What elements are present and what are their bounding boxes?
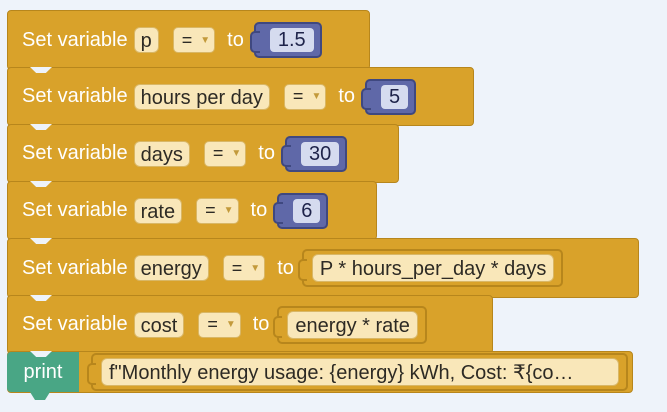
dropdown-caret-icon: ▼ [231, 148, 242, 159]
set-variable-label: Set variable [22, 85, 128, 107]
expression-block[interactable]: P * hours_per_day * days [297, 249, 564, 287]
number-field[interactable]: 6 [293, 198, 321, 223]
to-label: to [250, 199, 268, 221]
variable-name-field[interactable]: energy [133, 255, 209, 281]
variable-name-field[interactable]: p [133, 27, 159, 53]
operator-dropdown[interactable]: = ▼ [203, 140, 247, 167]
number-value-block[interactable]: 6 [273, 192, 329, 229]
set-variable-block-days[interactable]: Set variable days = ▼ to 30 [7, 124, 399, 183]
print-expression-block[interactable]: f"Monthly energy usage: {energy} kWh, Co… [87, 353, 628, 391]
print-keyword: print [7, 352, 79, 392]
set-variable-block-p[interactable]: Set variable p = ▼ to 1.5 [7, 10, 370, 70]
set-variable-block-rate[interactable]: Set variable rate = ▼ to 6 [7, 181, 377, 240]
dropdown-caret-icon: ▼ [225, 319, 236, 330]
set-variable-label: Set variable [22, 313, 128, 335]
set-variable-label: Set variable [22, 199, 128, 221]
operator-label: = [231, 257, 243, 278]
operator-dropdown[interactable]: = ▼ [222, 255, 266, 281]
expression-block[interactable]: energy * rate [273, 305, 427, 344]
dropdown-caret-icon: ▼ [311, 91, 322, 102]
to-label: to [338, 85, 356, 107]
to-label: to [227, 28, 244, 51]
number-value-block[interactable]: 1.5 [249, 22, 322, 58]
operator-label: = [205, 200, 216, 220]
operator-label: = [292, 86, 304, 106]
variable-name-field[interactable]: cost [133, 311, 185, 338]
dropdown-caret-icon: ▼ [250, 262, 261, 274]
dropdown-caret-icon: ▼ [200, 34, 211, 46]
operator-dropdown[interactable]: = ▼ [172, 27, 216, 53]
expression-field[interactable]: P * hours_per_day * days [311, 254, 555, 282]
set-variable-label: Set variable [22, 256, 128, 279]
variable-name-field[interactable]: rate [133, 197, 183, 224]
number-value-block[interactable]: 30 [280, 135, 348, 172]
expression-field[interactable]: energy * rate [287, 310, 418, 339]
set-variable-label: Set variable [22, 28, 128, 51]
operator-label: = [207, 314, 218, 334]
number-field[interactable]: 1.5 [269, 28, 314, 52]
operator-dropdown[interactable]: = ▼ [283, 83, 327, 110]
print-block[interactable]: print f"Monthly energy usage: {energy} k… [7, 351, 633, 393]
dropdown-caret-icon: ▼ [223, 205, 234, 216]
to-label: to [252, 313, 270, 335]
operator-dropdown[interactable]: = ▼ [198, 311, 241, 338]
operator-label: = [212, 143, 224, 163]
to-label: to [277, 256, 294, 279]
operator-label: = [181, 29, 193, 50]
set-variable-label: Set variable [22, 142, 128, 164]
set-variable-block-energy[interactable]: Set variable energy = ▼ to P * hours_per_… [7, 238, 639, 298]
number-value-block[interactable]: 5 [361, 78, 417, 115]
to-label: to [258, 142, 275, 164]
set-variable-block-cost[interactable]: Set variable cost = ▼ to energy * rate [7, 295, 493, 354]
variable-name-field[interactable]: hours per day [133, 83, 270, 110]
print-expression-field[interactable]: f"Monthly energy usage: {energy} kWh, Co… [101, 358, 619, 386]
number-field[interactable]: 5 [381, 84, 409, 109]
operator-dropdown[interactable]: = ▼ [196, 197, 239, 224]
variable-name-field[interactable]: days [133, 140, 190, 167]
number-field[interactable]: 30 [300, 141, 340, 166]
set-variable-block-hours-per-day[interactable]: Set variable hours per day = ▼ to 5 [7, 67, 474, 126]
